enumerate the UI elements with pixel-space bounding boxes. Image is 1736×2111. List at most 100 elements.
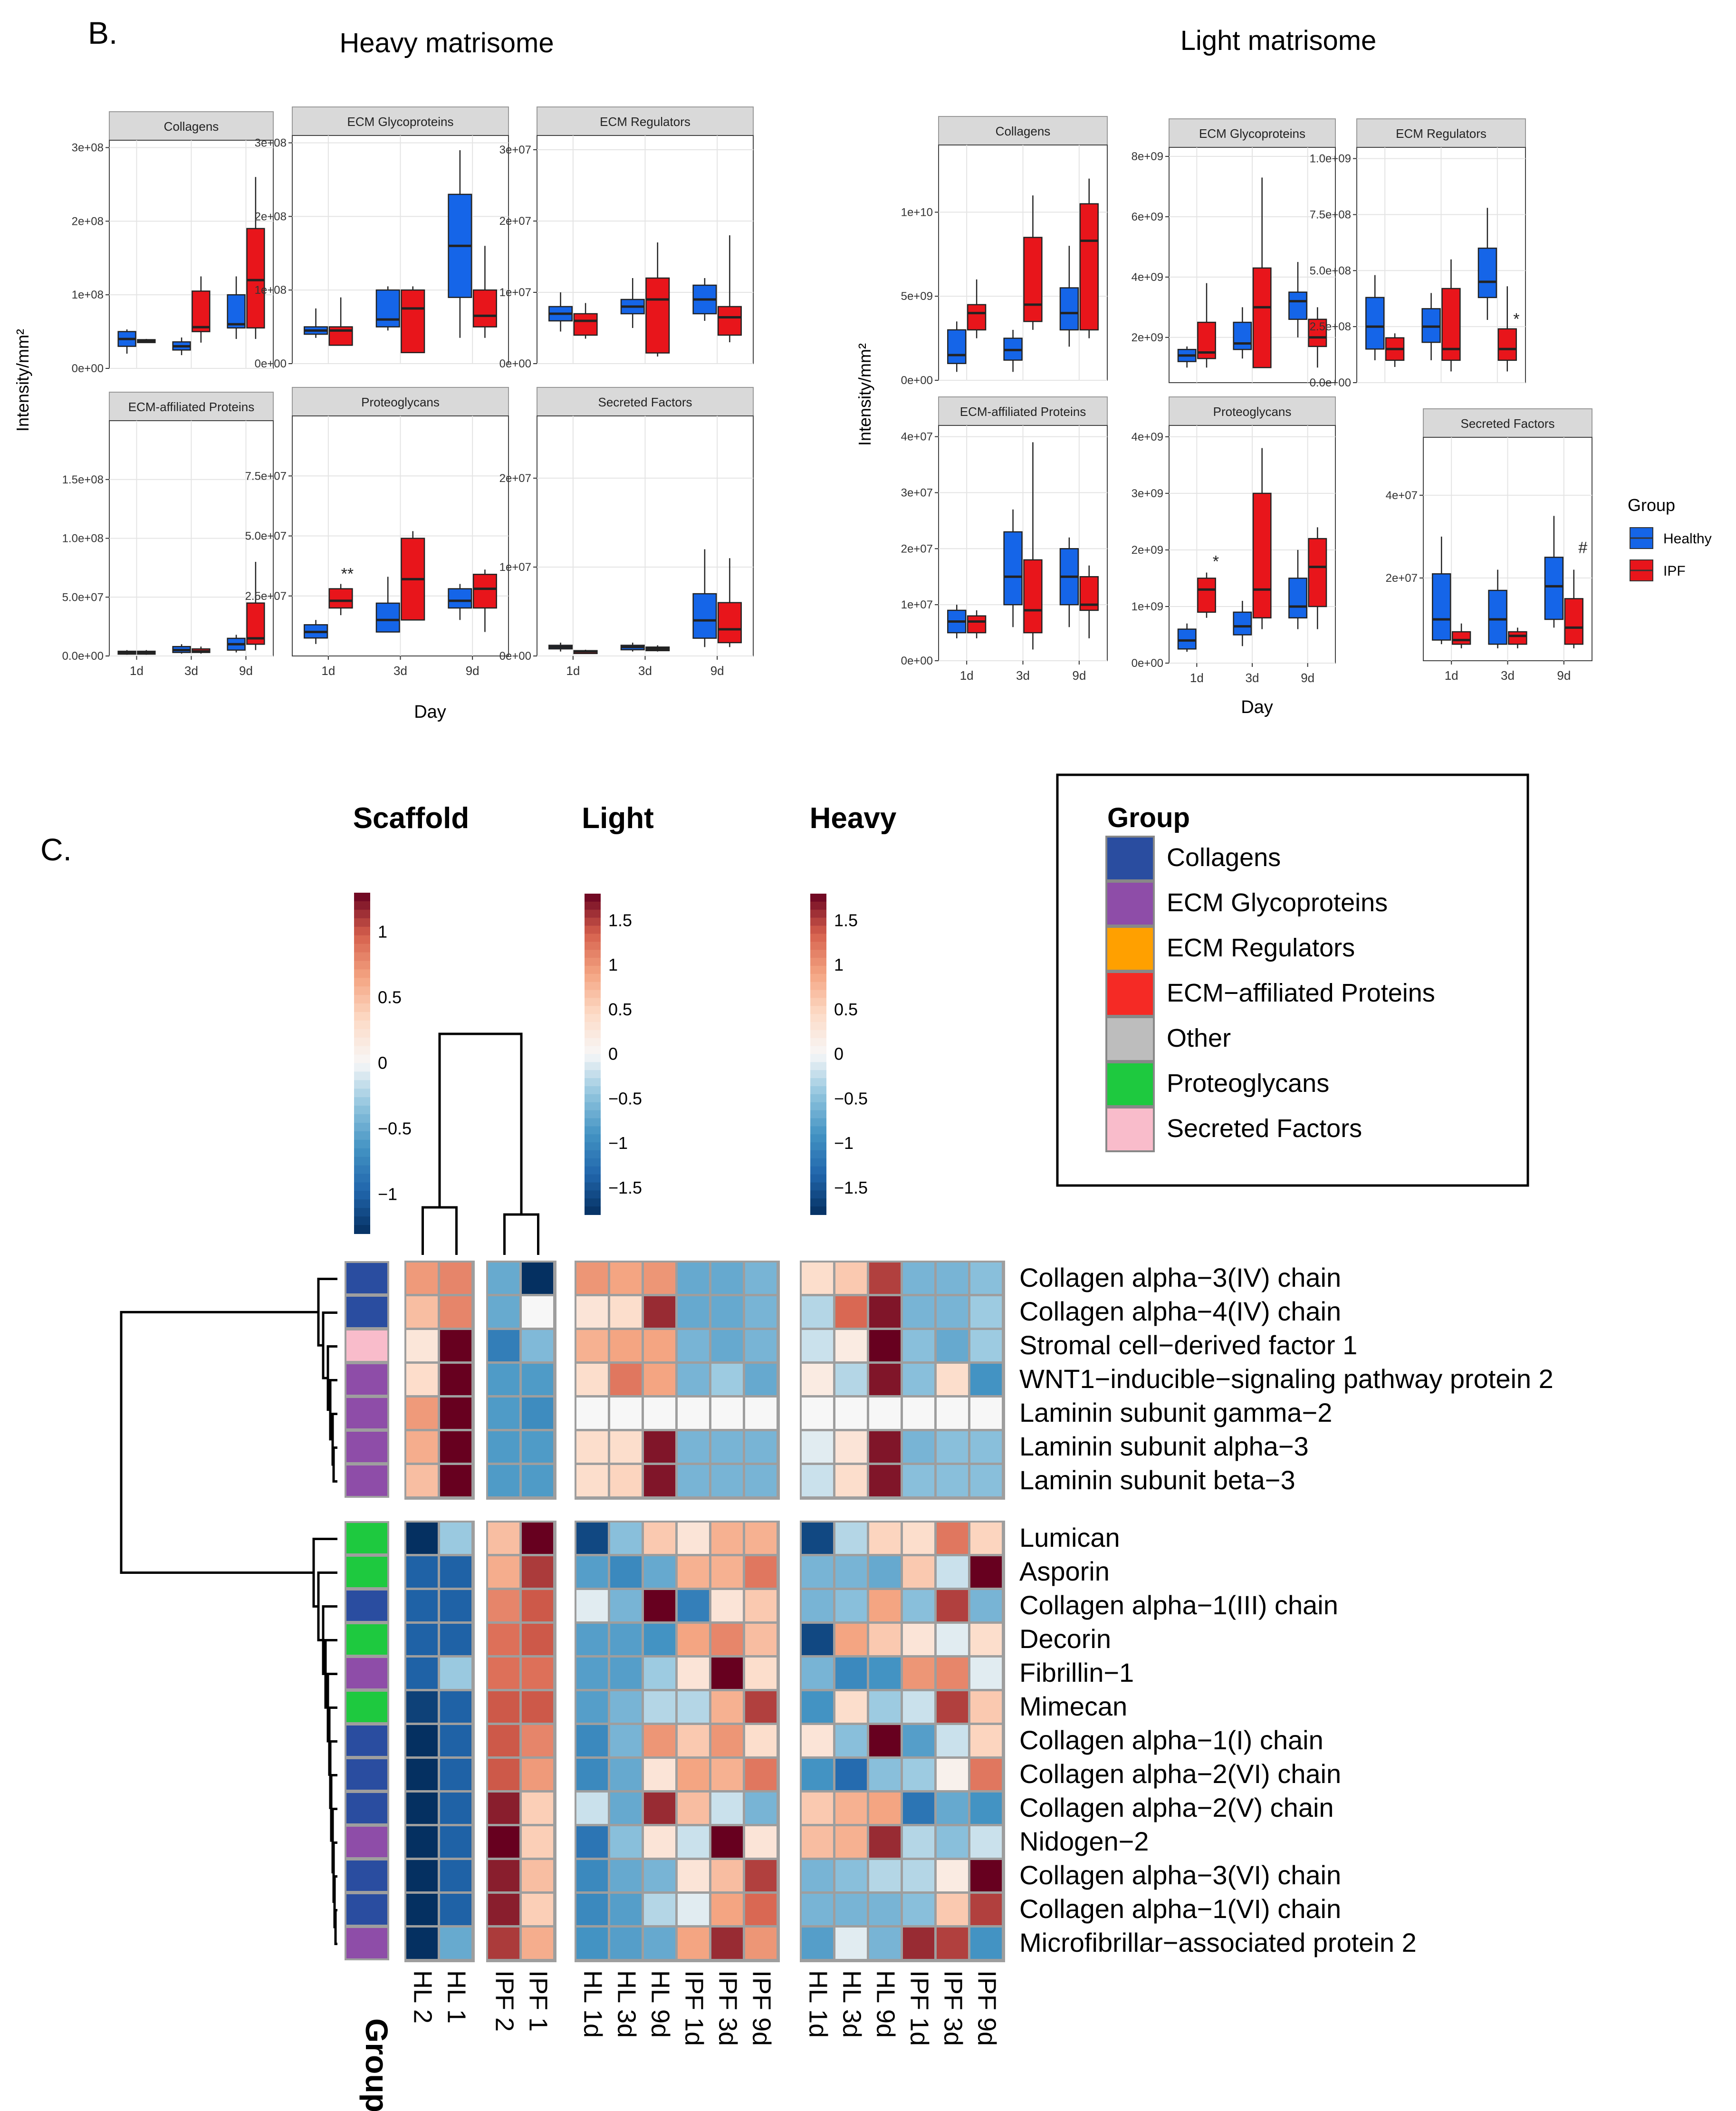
colour-scale-step bbox=[810, 1102, 826, 1111]
box-ipf-3d bbox=[645, 645, 670, 652]
facet-strip bbox=[1169, 118, 1336, 148]
box-healthy-1d bbox=[117, 650, 136, 655]
box-body bbox=[1233, 611, 1252, 636]
heatmap-cell bbox=[405, 1430, 439, 1464]
legend-label-secreted-factors: Secreted Factors bbox=[1167, 1114, 1362, 1143]
legend-label-healthy: Healthy bbox=[1663, 531, 1712, 547]
heatmap-cell bbox=[936, 1893, 969, 1926]
colour-scale-step bbox=[585, 909, 601, 918]
heatmap-cell bbox=[521, 1927, 554, 1960]
heatmap-cell bbox=[487, 1724, 520, 1757]
column-label: IPF 9d bbox=[973, 1970, 1001, 2046]
heatmap-cell bbox=[710, 1262, 744, 1295]
column-label: IPF 9d bbox=[748, 1970, 776, 2046]
legend-swatch-collagens bbox=[1105, 836, 1155, 881]
light-facet-ecm-regulators: ECM Regulators 0.0e+00 2.5e+08 5.0e+08 7.5e+… bbox=[1310, 118, 1526, 389]
box-ipf-1d bbox=[328, 584, 353, 616]
heatmap-cell bbox=[969, 1295, 1003, 1329]
colour-scale-step bbox=[810, 1014, 826, 1022]
heatmap-cell bbox=[575, 1927, 609, 1960]
heatmap-cell bbox=[575, 1397, 609, 1430]
colour-scale-scaffold: 1 0.5 0 −0.5 −1 bbox=[354, 893, 412, 1234]
heatmap-cell bbox=[902, 1262, 935, 1295]
colour-scale-step bbox=[810, 950, 826, 958]
heatmap-cell bbox=[868, 1295, 902, 1329]
heatmap-cell bbox=[969, 1758, 1003, 1791]
colour-scale-tick-label: 0 bbox=[608, 1044, 618, 1064]
significance-mark: # bbox=[1578, 539, 1587, 557]
heatmap-cell bbox=[801, 1430, 834, 1464]
light-facet-secreted-factors: Secreted Factors 2e+07 4e+07 1d 3d 9d # bbox=[1386, 408, 1592, 683]
colour-scale-step bbox=[354, 1003, 370, 1012]
row-label: Microfibrillar−associated protein 2 bbox=[1019, 1928, 1417, 1957]
heatmap-cell bbox=[801, 1623, 834, 1656]
heatmap-cell bbox=[936, 1397, 969, 1430]
column-dendrogram-root bbox=[438, 1032, 523, 1215]
box-ipf-9d bbox=[1079, 565, 1099, 638]
box-body bbox=[692, 593, 717, 639]
column-label: HL 3d bbox=[838, 1970, 866, 2038]
legend-label-ecm-affiliated-proteins: ECM−affiliated Proteins bbox=[1167, 979, 1435, 1007]
x-tick-label: 3d bbox=[638, 664, 652, 678]
heatmap-cell bbox=[744, 1893, 777, 1926]
box-healthy-3d bbox=[620, 642, 645, 652]
row-label: Asporin bbox=[1019, 1556, 1110, 1586]
heavy-facet-ecm-affiliated-proteins: ECM-affiliated Proteins 0.0e+00 5.0e+07 1.0… bbox=[62, 392, 274, 678]
heatmap-cell bbox=[710, 1859, 744, 1892]
heatmap-cell bbox=[609, 1262, 643, 1295]
box-ipf-1d bbox=[137, 650, 156, 655]
colour-scale-step bbox=[810, 982, 826, 991]
colour-scale-step bbox=[585, 1086, 601, 1095]
heatmap-cell bbox=[801, 1464, 834, 1497]
colour-scale-step bbox=[585, 1158, 601, 1167]
x-tick-label: 9d bbox=[1072, 668, 1086, 683]
box-body bbox=[1059, 287, 1079, 331]
box-body bbox=[967, 304, 987, 331]
heatmap-cell bbox=[936, 1262, 969, 1295]
box-healthy-1d bbox=[947, 321, 967, 372]
facet-strip-label: ECM Glycoproteins bbox=[347, 115, 454, 129]
box-healthy-9d bbox=[227, 635, 246, 653]
light-matrisome-title: Light matrisome bbox=[1180, 25, 1377, 56]
heatmap-cell bbox=[902, 1589, 935, 1622]
y-tick-label: 0e+00 bbox=[901, 655, 933, 667]
heatmap-cell bbox=[405, 1329, 439, 1362]
colour-scale-step bbox=[585, 942, 601, 951]
box-healthy-9d bbox=[1059, 246, 1079, 347]
heatmap-cell bbox=[405, 1690, 439, 1724]
y-tick-label: 3e+08 bbox=[255, 136, 287, 149]
box-body bbox=[1544, 557, 1564, 620]
heatmap-cell bbox=[521, 1690, 554, 1724]
heatmap-cell bbox=[801, 1295, 834, 1329]
box-healthy-1d bbox=[548, 642, 573, 652]
heatmap-cell bbox=[521, 1657, 554, 1690]
box-body bbox=[472, 289, 497, 328]
y-tick-label: 0e+00 bbox=[499, 650, 531, 663]
colour-scale-step bbox=[585, 998, 601, 1007]
y-tick-label: 1e+09 bbox=[1132, 600, 1163, 613]
x-tick-label: 9d bbox=[1301, 671, 1314, 685]
heatmap-cell bbox=[643, 1555, 676, 1589]
group-axis-label: Group bbox=[359, 2018, 394, 2111]
row-group-swatch bbox=[345, 1295, 389, 1329]
panel-c-legend: Group Collagens ECM Glycoproteins ECM Regu… bbox=[1056, 773, 1529, 1187]
heatmap-cell bbox=[643, 1262, 676, 1295]
heavy-facet-ecm-regulators: ECM Regulators 0e+00 1e+07 2e+07 3e+07 bbox=[499, 106, 754, 370]
row-label: Collagen alpha−1(I) chain bbox=[1019, 1725, 1324, 1755]
heatmap-cell bbox=[969, 1430, 1003, 1464]
heatmap-cell bbox=[521, 1430, 554, 1464]
heatmap-cell bbox=[677, 1893, 710, 1926]
heatmap-cell bbox=[439, 1927, 472, 1960]
heatmap-cell bbox=[801, 1927, 834, 1960]
heatmap-cell bbox=[677, 1589, 710, 1622]
row-label: Laminin subunit alpha−3 bbox=[1019, 1431, 1309, 1461]
colour-scale-step bbox=[810, 1190, 826, 1199]
heatmap: HL 2 HL 1 IPF 2 IPF 1 HL 1d HL 3d HL 9d IPF 1d I… bbox=[345, 1261, 1554, 2046]
heatmap-cell bbox=[643, 1859, 676, 1892]
column-label: IPF 1d bbox=[905, 1970, 934, 2046]
heatmap-cell bbox=[439, 1657, 472, 1690]
colour-scale-tick-label: 1.5 bbox=[608, 910, 632, 930]
heatmap-cell bbox=[609, 1792, 643, 1825]
row-label: Laminin subunit beta−3 bbox=[1019, 1465, 1295, 1495]
y-tick-label: 1e+08 bbox=[72, 289, 104, 301]
